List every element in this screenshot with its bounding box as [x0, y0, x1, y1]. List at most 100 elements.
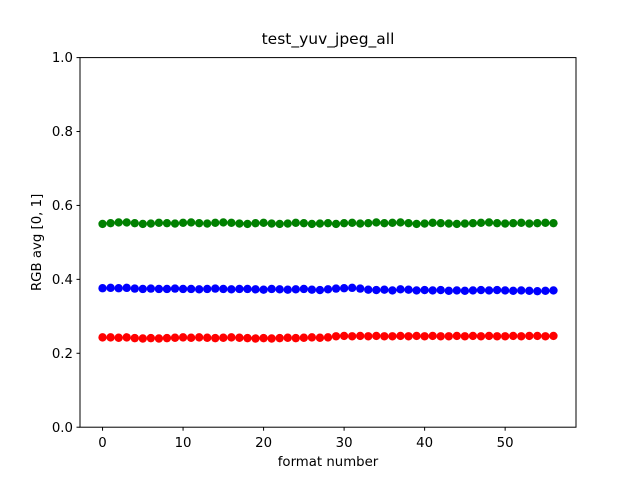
data-point-green	[388, 218, 397, 228]
data-point-red	[372, 331, 381, 341]
data-point-blue	[388, 286, 397, 295]
data-point-blue	[331, 284, 341, 293]
data-point-red	[122, 333, 131, 342]
plot-area	[79, 57, 577, 428]
y-tick-label: 1.0	[52, 51, 73, 66]
data-point-green	[541, 218, 550, 228]
data-point-red	[283, 333, 292, 342]
data-point-red	[178, 333, 188, 342]
data-point-green	[114, 218, 123, 227]
data-point-blue	[339, 284, 349, 293]
data-point-green	[315, 219, 325, 228]
data-point-blue	[396, 285, 405, 294]
data-point-blue	[412, 286, 421, 295]
data-point-green	[339, 218, 349, 228]
data-point-red	[170, 333, 180, 342]
data-point-blue	[299, 284, 309, 294]
y-tick-label: 0.6	[52, 199, 73, 214]
data-point-green	[331, 219, 341, 229]
x-tick-label: 40	[416, 436, 433, 451]
data-point-red	[356, 331, 365, 341]
data-point-green	[500, 219, 510, 228]
data-point-red	[219, 333, 228, 342]
data-point-blue	[122, 283, 131, 293]
y-tick-label: 0.8	[52, 125, 73, 140]
data-point-red	[130, 333, 139, 343]
data-point-green	[186, 218, 196, 227]
data-point-blue	[283, 285, 292, 294]
data-point-blue	[364, 285, 373, 294]
data-point-red	[364, 332, 373, 341]
x-tick-label: 20	[255, 436, 272, 451]
data-point-green	[291, 218, 300, 228]
data-point-red	[517, 332, 526, 341]
y-tick-label: 0.4	[52, 273, 73, 288]
data-point-blue	[508, 286, 518, 296]
data-point-blue	[372, 285, 381, 295]
data-point-red	[396, 331, 405, 341]
data-point-red	[380, 332, 389, 341]
data-point-blue	[404, 285, 413, 294]
data-point-red	[347, 332, 357, 341]
x-axis-ticks: 0 10 20 30 40 50	[98, 427, 514, 451]
data-point-red	[194, 333, 204, 342]
data-point-red	[388, 332, 397, 341]
data-point-green	[492, 218, 502, 228]
x-axis-label: format number	[278, 455, 379, 470]
data-point-red	[460, 332, 470, 341]
data-point-blue	[186, 284, 196, 294]
data-point-green	[444, 219, 453, 228]
data-point-blue	[106, 283, 115, 293]
data-point-green	[420, 219, 429, 228]
data-point-green	[178, 218, 188, 228]
data-point-red	[549, 331, 558, 341]
data-point-red	[299, 333, 309, 342]
data-point-green	[460, 219, 470, 228]
y-tick-label: 0.0	[52, 421, 73, 436]
y-axis-label: RGB avg [0, 1]	[30, 194, 45, 291]
data-point-blue	[98, 284, 107, 293]
data-point-blue	[114, 284, 123, 293]
data-point-blue	[468, 286, 478, 295]
x-tick-label: 30	[336, 436, 353, 451]
data-point-green	[106, 218, 115, 228]
data-point-blue	[130, 284, 139, 293]
data-point-red	[114, 333, 123, 342]
data-point-red	[315, 333, 325, 342]
data-point-green	[259, 218, 268, 228]
data-point-blue	[315, 285, 325, 295]
data-point-green	[170, 219, 180, 228]
data-point-green	[428, 218, 437, 228]
data-point-blue	[476, 285, 486, 295]
data-point-blue	[235, 284, 244, 294]
data-point-green	[211, 218, 220, 228]
data-point-green	[283, 219, 292, 228]
data-point-blue	[444, 286, 453, 296]
data-point-green	[194, 218, 204, 228]
y-tick-label: 0.2	[52, 347, 73, 362]
data-point-green	[299, 218, 309, 228]
data-point-green	[436, 218, 445, 228]
data-point-red	[243, 333, 252, 343]
data-point-blue	[178, 284, 188, 294]
data-point-green	[203, 219, 212, 228]
data-point-blue	[146, 284, 156, 293]
data-point-blue	[541, 286, 550, 296]
data-point-blue	[243, 284, 252, 294]
data-point-red	[500, 332, 510, 341]
data-point-red	[203, 333, 212, 342]
data-point-green	[468, 218, 478, 228]
data-point-red	[235, 333, 244, 342]
data-point-red	[436, 332, 445, 341]
data-point-green	[476, 218, 486, 228]
data-point-blue	[380, 285, 389, 294]
data-point-green	[356, 219, 365, 228]
data-point-blue	[549, 286, 558, 295]
data-point-red	[227, 333, 236, 342]
data-point-blue	[356, 284, 365, 293]
data-point-blue	[138, 284, 148, 294]
data-point-green	[517, 218, 526, 228]
data-point-red	[323, 333, 333, 342]
data-point-green	[380, 218, 389, 228]
x-tick-label: 0	[98, 436, 106, 451]
